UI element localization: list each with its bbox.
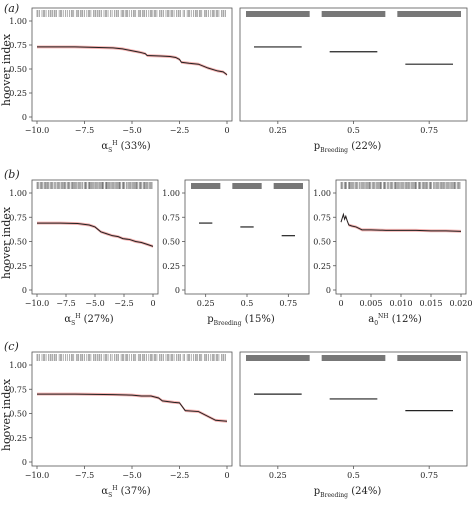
x-axis-label: pBreeding (24%) <box>314 486 382 499</box>
confidence-band <box>341 212 461 233</box>
confidence-band <box>37 221 153 248</box>
y-tick-label: 1.00 <box>9 189 27 198</box>
x-tick-label: −10.0 <box>25 126 50 135</box>
x-axis-label: αSH (33%) <box>101 140 150 154</box>
x-tick-label: 0.75 <box>420 471 438 480</box>
x-tick-label: −5.0 <box>85 299 104 308</box>
x-tick-label: −5.0 <box>122 126 141 135</box>
y-tick-label: 0.75 <box>9 213 27 222</box>
rug-block <box>246 355 310 361</box>
x-tick-label: 0.005 <box>360 299 383 308</box>
panel-3: 0 0.25 0.50 0.75 1.00 0.25 0.5 0.75 pBreeding (1… <box>162 179 310 327</box>
y-tick-label: 1.00 <box>313 189 331 198</box>
panel-0: 0 0.25 0.50 0.75 1.00 −10.0 −7.5 −5.0 −2.5 0 αSH (… <box>9 7 233 154</box>
rug-block <box>321 11 386 17</box>
x-tick-label: 0.5 <box>241 299 254 308</box>
y-axis-label-b: hoover index <box>0 206 13 279</box>
y-tick-label: 0 <box>22 286 27 295</box>
series-line <box>340 212 462 232</box>
y-tick-label: 0.75 <box>9 41 27 50</box>
rug-block <box>232 183 262 189</box>
rug-block <box>191 183 221 189</box>
y-tick-label: 0.50 <box>162 238 180 247</box>
panel-frame <box>335 179 467 295</box>
y-axis-label-c: hoover index <box>0 378 13 451</box>
panel-letter-b: (b) <box>4 168 20 181</box>
panel-5: 0 0.25 0.50 0.75 1.00 −10.0 −7.5 −5.0 −2.5 0 αSH (… <box>9 351 233 499</box>
y-tick-label: 1.00 <box>9 361 27 370</box>
y-tick-label: 0.75 <box>9 385 27 394</box>
x-tick-label: 0 <box>224 471 229 480</box>
y-tick-label: 0 <box>22 113 27 122</box>
x-axis-label: a0NH (12%) <box>368 313 422 327</box>
y-tick-label: 0.25 <box>9 434 27 443</box>
rug-block <box>246 11 310 17</box>
x-tick-label: 0.5 <box>347 126 360 135</box>
rug-block <box>397 11 461 17</box>
rug-block <box>397 355 461 361</box>
y-axis-label-a: hoover index <box>0 33 13 106</box>
x-tick-label: 0.25 <box>269 471 287 480</box>
y-tick-label: 0.25 <box>162 262 180 271</box>
series-line <box>37 222 154 247</box>
x-tick-label: −7.5 <box>56 299 75 308</box>
panel-2: 0 0.25 0.50 0.75 1.00 −10.0 −7.5 −5.0 −2.5 0 αSH (… <box>9 179 159 327</box>
x-tick-label: 0 <box>150 299 155 308</box>
x-tick-label: 0.25 <box>197 299 215 308</box>
panel-frame <box>239 351 468 467</box>
x-tick-label: −10.0 <box>25 299 50 308</box>
y-tick-label: 0.25 <box>313 262 331 271</box>
x-tick-label: 0.015 <box>420 299 443 308</box>
panel-4: 0 0.25 0.50 0.75 1.00 0 0.005 0.010 0.015 0.020 a0… <box>313 179 473 327</box>
x-tick-label: −7.5 <box>75 126 94 135</box>
y-tick-label: 0.50 <box>9 410 27 419</box>
y-tick-label: 0.75 <box>313 213 331 222</box>
x-axis-label: αSH (37%) <box>101 485 150 499</box>
x-tick-label: −2.5 <box>114 299 133 308</box>
x-tick-label: 0.5 <box>347 471 360 480</box>
panel-1: 0.25 0.5 0.75 pBreeding (22%) <box>239 7 468 154</box>
x-tick-label: 0.75 <box>279 299 297 308</box>
rug-block <box>273 183 303 189</box>
x-axis-label: pBreeding (15%) <box>207 314 275 327</box>
panel-frame <box>31 351 233 467</box>
x-axis-label: αSH (27%) <box>64 313 113 327</box>
y-tick-label: 0.75 <box>162 213 180 222</box>
y-tick-label: 0.25 <box>9 262 27 271</box>
panel-letter-a: (a) <box>4 2 19 15</box>
x-tick-label: −10.0 <box>25 471 50 480</box>
confidence-band <box>37 392 227 423</box>
x-tick-label: −5.0 <box>122 471 141 480</box>
panel-letter-c: (c) <box>4 340 19 353</box>
x-tick-label: 0.25 <box>269 126 287 135</box>
y-tick-label: 1.00 <box>9 17 27 26</box>
x-tick-label: −2.5 <box>170 126 189 135</box>
x-tick-label: −2.5 <box>170 471 189 480</box>
x-tick-label: 0.75 <box>420 126 438 135</box>
x-tick-label: 0.020 <box>450 299 473 308</box>
series-line <box>37 393 228 422</box>
y-tick-label: 0 <box>326 286 331 295</box>
series-line <box>37 46 228 76</box>
y-tick-label: 0 <box>22 458 27 467</box>
y-tick-label: 0 <box>175 286 180 295</box>
x-tick-label: 0.010 <box>390 299 413 308</box>
rug-block <box>321 355 386 361</box>
y-tick-label: 0.50 <box>9 65 27 74</box>
y-tick-label: 0.50 <box>313 238 331 247</box>
x-tick-label: −7.5 <box>75 471 94 480</box>
x-tick-label: 0 <box>224 126 229 135</box>
y-tick-label: 0.50 <box>9 238 27 247</box>
x-axis-label: pBreeding (22%) <box>314 141 382 154</box>
y-tick-label: 0.25 <box>9 89 27 98</box>
panel-6: 0.25 0.5 0.75 pBreeding (24%) <box>239 351 468 499</box>
y-tick-label: 1.00 <box>162 189 180 198</box>
panel-frame <box>184 179 310 295</box>
x-tick-label: 0 <box>338 299 343 308</box>
confidence-band <box>37 45 227 77</box>
panel-frame <box>31 179 159 295</box>
